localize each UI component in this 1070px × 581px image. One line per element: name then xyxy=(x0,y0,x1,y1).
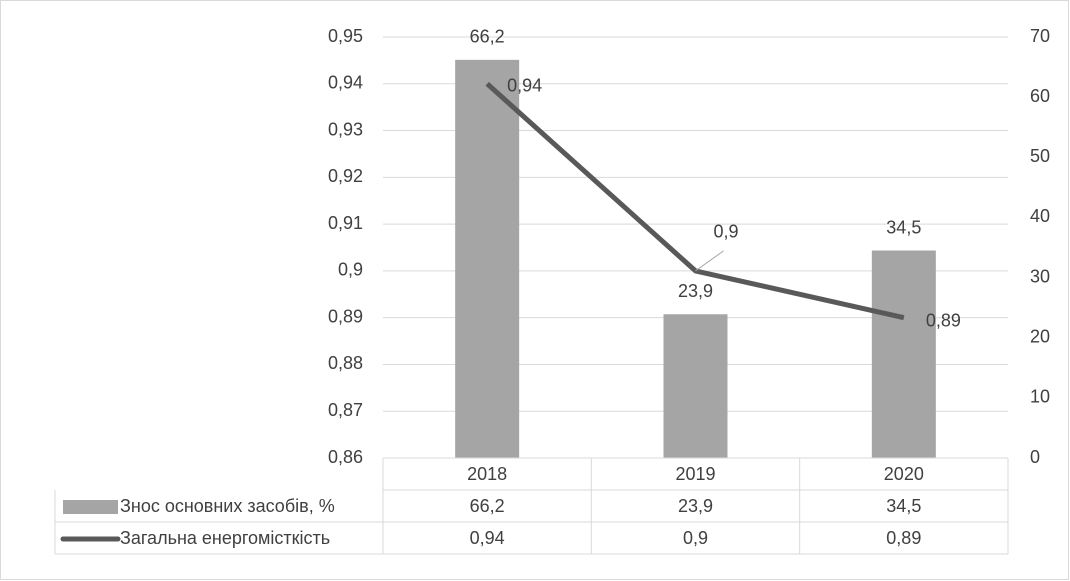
table-cell: 0,89 xyxy=(886,528,921,548)
table-cell: 66,2 xyxy=(470,496,505,516)
bar-value-label: 34,5 xyxy=(886,217,921,237)
y-tick-label: 0,94 xyxy=(328,73,363,93)
line-value-label: 0,89 xyxy=(926,310,961,330)
bar xyxy=(455,59,520,459)
bar xyxy=(663,314,728,458)
x-tick-label: 2020 xyxy=(884,464,924,484)
y2-tick-label: 10 xyxy=(1030,387,1050,407)
y2-tick-label: 30 xyxy=(1030,266,1050,286)
y-tick-label: 0,91 xyxy=(328,213,363,233)
x-tick-label: 2018 xyxy=(467,464,507,484)
y2-tick-label: 70 xyxy=(1030,26,1050,46)
y2-tick-label: 50 xyxy=(1030,146,1050,166)
x-tick-label: 2019 xyxy=(675,464,715,484)
y-tick-label: 0,92 xyxy=(328,166,363,186)
y2-tick-label: 60 xyxy=(1030,86,1050,106)
y-tick-label: 0,89 xyxy=(328,306,363,326)
y-tick-label: 0,87 xyxy=(328,400,363,420)
y-tick-label: 0,86 xyxy=(328,447,363,467)
table-cell: 34,5 xyxy=(886,496,921,516)
y-tick-label: 0,95 xyxy=(328,26,363,46)
bar-value-label: 66,2 xyxy=(470,27,505,47)
line-value-label: 0,94 xyxy=(507,76,542,96)
y2-tick-label: 0 xyxy=(1030,447,1040,467)
leader-line xyxy=(695,250,724,272)
bar-value-label: 23,9 xyxy=(678,281,713,301)
line-value-label: 0,9 xyxy=(714,222,739,242)
table-cell: 0,94 xyxy=(470,528,505,548)
y-tick-label: 0,93 xyxy=(328,119,363,139)
legend-label: Знос основних засобів, % xyxy=(120,496,335,516)
y2-tick-label: 20 xyxy=(1030,326,1050,346)
table-cell: 23,9 xyxy=(678,496,713,516)
y-tick-label: 0,88 xyxy=(328,353,363,373)
bar xyxy=(871,250,936,458)
legend-key xyxy=(63,500,118,514)
table-cell: 0,9 xyxy=(683,528,708,548)
legend-label: Загальна енергомісткість xyxy=(120,528,330,548)
y2-tick-label: 40 xyxy=(1030,206,1050,226)
y-tick-label: 0,9 xyxy=(338,260,363,280)
